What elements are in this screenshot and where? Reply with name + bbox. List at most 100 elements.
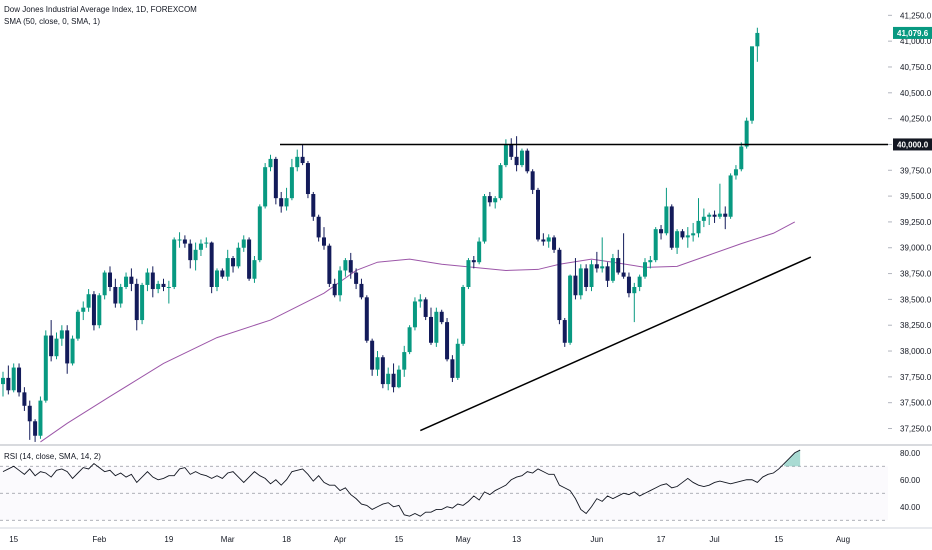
time-tick-label: 18 [282,535,291,544]
candle [11,363,16,393]
candle-body [637,276,642,287]
candle [477,237,482,265]
candle-body [75,311,80,339]
candle-body [482,196,487,242]
candle-body [594,264,599,269]
candle-body [434,311,439,343]
candle [279,191,284,213]
candle-body [568,275,573,343]
price-tick-label: 38,000.0 [900,347,932,356]
candle-body [407,327,412,353]
candle [739,142,744,172]
last-price-label: 41,079.6 [897,29,929,38]
candle-body [707,214,712,217]
candle-body [584,268,589,287]
candle [38,396,43,439]
candle [75,309,80,341]
candle-body [359,283,364,298]
candle [22,387,27,411]
candle [150,266,155,298]
price-axis[interactable]: 41,250.0 41,000.0 40,750.0 40,500.0 40,250.0… [888,11,932,512]
candle-body [241,239,246,248]
last-price-badge [893,26,932,39]
candle [97,293,102,329]
candle-body [626,276,631,294]
candle-body [503,144,508,166]
candle-body [43,335,48,401]
candle [370,338,375,376]
candle [327,243,332,287]
candle [70,335,75,366]
candle-body [525,150,530,172]
candle [209,241,214,294]
candle-body [113,286,118,304]
candle [728,173,733,219]
candle-body [723,213,728,217]
candle [1,371,5,397]
price-tick-label: 39,250.0 [900,218,932,227]
candle [621,233,626,279]
candle-body [91,294,96,326]
candle-body [755,32,760,47]
price-tick-label: 39,750.0 [900,166,932,175]
candle [750,46,754,124]
rsi-polyline [2,449,801,517]
candle-body [402,352,407,370]
candle-body [375,357,380,370]
candle-body [118,286,123,304]
candle [204,237,209,248]
candle-body [605,266,610,281]
candle-body [573,275,578,296]
time-tick-label: 15 [9,535,18,544]
candle-body [546,237,551,242]
candle-body [6,377,11,391]
candle [626,272,631,298]
candle-body [268,158,273,168]
price-tick-label: 40,250.0 [900,115,932,124]
time-axis[interactable]: 15 Feb 19 Mar 18 Apr 15 May 13 Jun 17 Jul 15 Aug [9,535,850,544]
candle-body [311,194,316,217]
candle [156,280,161,294]
candle [198,239,203,257]
candle [594,251,599,273]
candle [445,317,450,362]
candle-body [455,343,460,378]
candle [755,27,760,62]
candle [289,158,294,201]
candle [701,208,706,228]
candle-body [97,295,102,326]
candle-body [327,245,332,284]
candle [91,291,96,331]
candle-body [519,150,524,166]
price-tick-label: 38,500.0 [900,295,932,304]
candle-body [750,46,754,121]
candle-body [343,260,348,271]
time-tick-label: Jun [590,535,603,544]
candle-body [370,340,375,370]
candle-body [354,272,359,284]
sma-polyline [40,221,796,443]
candle [466,258,471,290]
trend-drawings[interactable] [280,143,888,432]
candle-body [11,367,16,391]
candle [733,165,738,180]
candle [541,233,546,246]
candles [1,27,760,442]
candle-body [22,392,27,406]
candle [450,355,455,383]
candle-body [450,359,455,378]
price-tick-label: 40,500.0 [900,89,932,98]
candle [589,260,594,292]
candle-body [49,335,54,357]
candle-body [215,270,219,287]
candle [220,268,225,279]
candle-body [675,231,680,248]
candle-body [247,239,252,279]
candle [455,338,460,380]
candle [124,272,129,290]
candle-body [81,307,86,312]
candle-body [739,146,744,170]
candle [584,264,589,292]
candle [49,320,54,362]
